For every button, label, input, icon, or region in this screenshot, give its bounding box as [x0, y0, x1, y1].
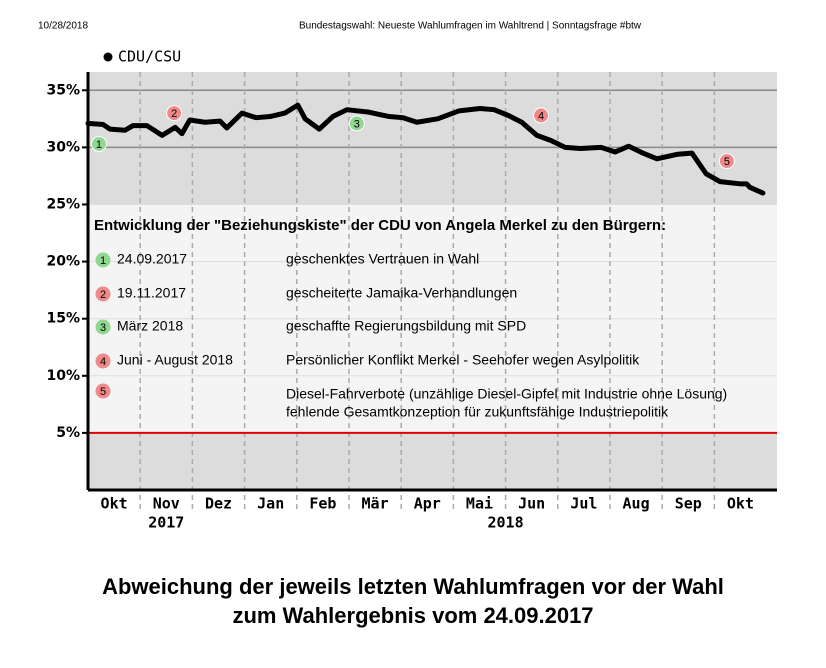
- marker: [166, 105, 183, 122]
- marker: [533, 107, 550, 124]
- note-marker-label: 1: [100, 255, 106, 267]
- x-tick-label: Apr: [414, 495, 441, 513]
- y-tick-label: 15%: [46, 311, 80, 327]
- marker-label: 3: [354, 118, 360, 130]
- marker: [348, 115, 365, 132]
- marker-label: 5: [724, 156, 730, 168]
- x-group-label: 2018: [488, 514, 524, 532]
- note-marker-label: 5: [100, 386, 106, 398]
- y-tick-label: 35%: [46, 82, 80, 98]
- note-marker: [95, 286, 111, 302]
- caption: Abweichung der jeweils letzten Wahlumfra…: [102, 574, 724, 599]
- y-tick-label: 25%: [46, 196, 80, 212]
- note-marker-label: 4: [100, 356, 106, 368]
- note-date: März 2018: [117, 318, 183, 334]
- x-tick-label: Jan: [257, 495, 284, 513]
- legend-marker: [103, 52, 113, 62]
- note-text: fehlende Gesamtkonzeption für zukunftsfä…: [286, 404, 669, 420]
- y-tick-label: 30%: [46, 139, 80, 155]
- marker-label: 4: [538, 110, 544, 122]
- x-tick-label: Feb: [309, 495, 336, 513]
- note-date: Juni - August 2018: [117, 352, 233, 368]
- marker-label: 1: [96, 139, 102, 151]
- header-title: Bundestagswahl: Neueste Wahlumfragen im …: [299, 21, 642, 32]
- note-marker: [95, 319, 111, 335]
- note-marker-label: 2: [100, 289, 106, 301]
- x-tick-label: Okt: [101, 495, 128, 513]
- x-tick-label: Jul: [570, 495, 597, 513]
- x-tick-label: Jun: [518, 495, 545, 513]
- x-tick-label: Aug: [623, 495, 650, 513]
- note-text: geschaffte Regierungsbildung mit SPD: [286, 318, 526, 334]
- note-marker: [95, 252, 111, 268]
- note-text: gescheiterte Jamaika-Verhandlungen: [286, 285, 517, 301]
- x-tick-label: Mär: [362, 495, 389, 513]
- note-text: Persönlicher Konflikt Merkel - Seehofer …: [286, 352, 640, 368]
- x-tick-label: Sep: [675, 495, 702, 513]
- note-text: geschenktes Vertrauen in Wahl: [286, 251, 479, 267]
- y-tick-label: 10%: [46, 368, 80, 384]
- y-tick-label: 20%: [46, 254, 80, 270]
- caption: zum Wahlergebnis vom 24.09.2017: [232, 603, 593, 628]
- marker: [90, 135, 107, 152]
- note-marker-label: 3: [100, 322, 106, 334]
- notes-title: Entwicklung der "Beziehungskiste" der CD…: [94, 217, 666, 234]
- x-group-label: 2017: [148, 514, 184, 532]
- x-tick-label: Okt: [727, 495, 754, 513]
- x-tick-label: Dez: [205, 495, 232, 513]
- legend-label: CDU/CSU: [118, 48, 181, 66]
- note-text: Diesel-Fahrverbote (unzählige Diesel-Gip…: [286, 386, 727, 402]
- data-line: [85, 102, 766, 196]
- marker-label: 2: [171, 108, 177, 120]
- y-tick-label: 5%: [56, 425, 80, 441]
- note-marker: [95, 353, 111, 369]
- x-tick-label: Nov: [153, 495, 180, 513]
- marker: [718, 153, 735, 170]
- note-date: 24.09.2017: [117, 251, 187, 267]
- note-marker: [95, 383, 111, 399]
- note-date: 19.11.2017: [117, 285, 186, 301]
- header-date: 10/28/2018: [38, 21, 88, 32]
- x-tick-label: Mai: [466, 495, 493, 513]
